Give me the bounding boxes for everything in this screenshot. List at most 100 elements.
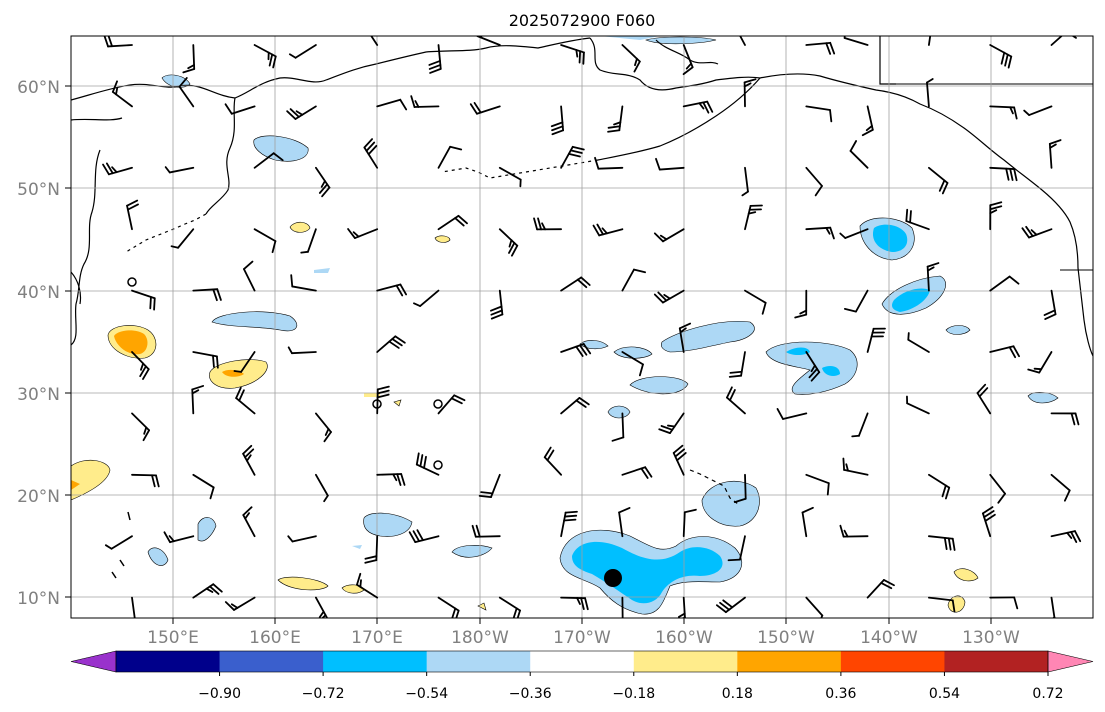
wind-barb	[1021, 225, 1053, 239]
lon-label: 170°W	[553, 628, 611, 648]
wind-barb	[672, 444, 687, 476]
aleutian-islands	[441, 159, 599, 179]
wind-barb	[437, 214, 468, 231]
wind-barb	[1043, 289, 1057, 320]
wind-barb	[111, 80, 133, 108]
wind-barb	[801, 506, 814, 538]
wind-barb	[469, 102, 501, 115]
wind-barb	[928, 473, 951, 500]
lat-label: 50°N	[17, 180, 60, 200]
lat-label: 20°N	[17, 487, 60, 507]
wind-barb	[253, 228, 277, 254]
wind-barb	[776, 408, 808, 420]
map-title: 2025072900 F060	[509, 11, 656, 30]
wind-barb	[286, 105, 317, 120]
wind-barb	[928, 535, 956, 551]
lon-label: 150°W	[757, 628, 815, 648]
wind-barb	[678, 322, 692, 353]
wind-barb	[471, 524, 501, 538]
colorbar-tick-label: 0.36	[825, 686, 856, 702]
wind-barb	[233, 351, 256, 373]
wind-barb	[370, 36, 379, 46]
wind-barb	[560, 44, 585, 65]
wind-barb	[989, 44, 1013, 69]
wind-barb	[314, 473, 329, 503]
wind-barb	[727, 535, 746, 562]
wind-barb	[989, 105, 1018, 120]
wind-barb	[805, 351, 821, 382]
wind-barb	[926, 262, 940, 292]
wind-barb	[415, 452, 440, 476]
wind-barb	[849, 140, 869, 169]
wind-barb	[733, 473, 747, 504]
lon-label: 130°W	[962, 628, 1020, 648]
wind-barb	[290, 274, 317, 292]
pacific-atolls	[111, 511, 131, 579]
wind-barb	[1050, 412, 1080, 426]
wind-barb	[928, 36, 932, 46]
wind-barb	[103, 36, 133, 48]
wind-barb	[989, 201, 1003, 231]
wind-barb	[805, 41, 836, 55]
map-area	[71, 36, 1093, 618]
wind-barb	[498, 596, 521, 618]
colorbar-segment	[944, 651, 1049, 672]
wind-barb	[253, 152, 284, 169]
colorbar: −0.90 −0.72 −0.54 −0.36 −0.18 0.18 0.36 0.54 0.7…	[70, 650, 1094, 702]
lat-label: 60°N	[17, 78, 60, 98]
wind-barb	[376, 385, 390, 415]
lon-label: 160°E	[249, 628, 301, 648]
wind-barb	[744, 289, 767, 315]
colorbar-segment	[840, 651, 945, 672]
wind-barb	[928, 166, 949, 195]
wind-barb	[126, 199, 139, 231]
wind-barb	[805, 473, 830, 496]
wind-barb	[861, 105, 874, 137]
wind-barb	[744, 204, 763, 231]
colorbar-tick-label: −0.18	[612, 686, 655, 702]
storm-center-marker	[604, 569, 622, 587]
lat-label: 30°N	[17, 385, 60, 405]
latitude-axis: 60°N 50°N 40°N 30°N 20°N 10°N	[17, 78, 71, 609]
kamchatka-coastline	[205, 97, 236, 215]
wind-barb	[805, 166, 823, 197]
wind-barb	[928, 596, 956, 613]
wind-barb	[314, 596, 329, 618]
lon-label: 170°E	[351, 628, 403, 648]
wind-barb	[131, 596, 136, 618]
lon-label: 150°E	[147, 628, 199, 648]
wind-barb	[621, 351, 644, 377]
colorbar-tick-label: −0.90	[198, 686, 241, 702]
wind-barb	[741, 166, 749, 197]
wind-barb	[682, 508, 697, 538]
wind-barb	[851, 412, 869, 438]
colorbar-tick-label: −0.54	[405, 686, 448, 702]
calm-wind-circle	[127, 277, 137, 287]
wind-barb	[191, 385, 205, 415]
wind-barb	[550, 105, 565, 136]
wind-barb	[376, 283, 407, 297]
wind-barb	[621, 44, 641, 73]
lon-label: 140°W	[860, 628, 918, 648]
wind-barb	[408, 529, 440, 544]
wind-barb	[300, 228, 317, 254]
colorbar-extend-min	[70, 650, 117, 673]
wind-barb	[192, 473, 215, 500]
wind-barb	[224, 596, 256, 611]
sakhalin-japan-coast	[71, 149, 101, 346]
wind-barb	[253, 44, 277, 69]
wind-barb	[490, 289, 504, 320]
lon-label: 160°W	[655, 628, 713, 648]
wind-barb	[363, 138, 379, 169]
wind-barb	[413, 289, 440, 307]
wind-barb	[976, 383, 992, 415]
wind-barb	[866, 327, 886, 353]
wind-barb	[594, 156, 624, 170]
lon-label: 180°W	[451, 628, 509, 648]
kuril-islands	[125, 213, 207, 253]
wind-barb	[621, 466, 653, 479]
wind-barb	[287, 535, 317, 543]
wind-barb	[560, 145, 585, 169]
